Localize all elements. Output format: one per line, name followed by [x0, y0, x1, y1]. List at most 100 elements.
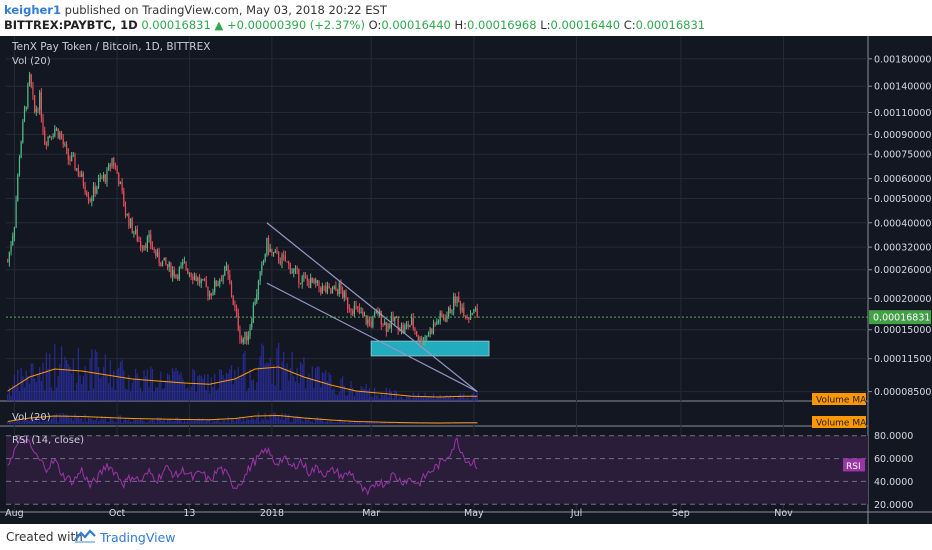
candle-body: [227, 265, 229, 275]
volume-pane-bar: [464, 422, 467, 424]
volume-pane-bar: [94, 420, 96, 424]
candle-body: [331, 289, 334, 294]
volume-bar: [140, 387, 142, 401]
candle-body: [328, 285, 330, 288]
rsi-band: [6, 435, 868, 505]
volume-pane-bar: [55, 413, 58, 424]
volume-bar: [113, 370, 115, 401]
volume-bar: [121, 359, 123, 401]
author-link[interactable]: keigher1: [4, 3, 61, 17]
volume-pane-bar: [379, 423, 381, 424]
candle-body: [84, 185, 86, 193]
volume-pane-bar: [143, 420, 145, 424]
volume-bar: [373, 387, 376, 401]
volume-bar: [192, 368, 194, 401]
axes-layer: 0.00180000 0.00140000 0.00110000 0.00090000…: [5, 54, 931, 519]
volume-pane-bar: [185, 421, 187, 424]
volume-bar: [323, 373, 325, 401]
volume-bar: [427, 397, 430, 401]
up-arrow-icon: ▲: [214, 18, 224, 32]
volume-bar: [444, 395, 446, 401]
volume-bar: [434, 398, 436, 401]
volume-bar: [316, 366, 318, 401]
candle-body: [269, 248, 271, 252]
volume-bar: [252, 379, 254, 401]
volume-pane-bar: [397, 422, 399, 424]
candle-body: [133, 232, 135, 234]
volume-bar: [321, 372, 323, 401]
volume-bar: [456, 398, 458, 401]
candle-body: [116, 167, 118, 174]
volume-pane-bar: [113, 420, 115, 424]
volume-pane-bar: [99, 419, 101, 424]
volume-bar: [198, 375, 201, 401]
candle-body: [172, 270, 174, 277]
candle-body: [427, 334, 430, 337]
volume-bar: [109, 360, 111, 401]
price-chart[interactable]: 0.00180000 0.00140000 0.00110000 0.00090000…: [0, 36, 932, 524]
volume-bar: [368, 388, 371, 401]
volume-bar: [77, 347, 79, 401]
volume-pane-bar: [434, 423, 436, 424]
volume-bar: [352, 387, 354, 401]
candle-body: [168, 262, 170, 268]
candle-body: [336, 289, 339, 295]
volume-pane-bar: [432, 422, 435, 424]
candle-body: [124, 206, 127, 216]
volume-bar: [446, 394, 448, 401]
rsi-tick-label: 20.0000: [874, 500, 913, 511]
volume-bar: [87, 390, 90, 401]
volume-pane-bar: [106, 421, 108, 424]
candle-body: [252, 304, 254, 322]
volume-pane-bar: [330, 420, 332, 424]
volume-bar: [291, 351, 293, 401]
candle-body: [439, 313, 441, 322]
volume-pane-bar: [229, 422, 231, 424]
volume-pane-bar: [155, 422, 157, 424]
volume-bar: [249, 369, 251, 401]
candle-body: [421, 338, 423, 345]
volume-pane-bar: [42, 414, 44, 424]
candle-body: [108, 164, 110, 170]
volume-bar: [341, 376, 344, 401]
volume-bar: [410, 399, 413, 401]
tradingview-link[interactable]: TradingView: [100, 530, 176, 545]
candle-body: [392, 315, 394, 321]
candle-body: [451, 309, 453, 314]
volume-bar: [131, 382, 133, 401]
volume-pane-bar: [215, 420, 217, 424]
volume-bar: [247, 388, 249, 401]
candle-body: [399, 329, 401, 331]
published-text: published on TradingView.com, May 03, 20…: [64, 3, 387, 17]
volume-bar: [170, 379, 172, 401]
volume-bar: [353, 396, 355, 401]
volume-bar: [468, 397, 470, 401]
candle-body: [311, 277, 313, 283]
candle-body: [12, 236, 14, 246]
volume-pane-bar: [377, 423, 379, 424]
volume-bar: [375, 395, 377, 401]
volume-bar: [296, 368, 298, 401]
candle-body: [67, 148, 69, 160]
volume-bar: [239, 377, 241, 401]
candle-body: [325, 286, 327, 293]
candle-body: [330, 287, 332, 294]
volume-pane-bar: [160, 417, 162, 424]
candle-body: [209, 293, 211, 296]
candle-body: [390, 315, 393, 328]
candle-body: [217, 283, 219, 287]
volume-bar: [20, 367, 22, 401]
candle-body: [64, 144, 66, 146]
chart-grid: [0, 36, 932, 524]
volume-pane-bar: [182, 422, 184, 424]
candle-body: [177, 275, 179, 280]
volume-pane-bar: [461, 423, 463, 424]
publish-header: keigher1 published on TradingView.com, M…: [0, 0, 932, 36]
volume-bar: [387, 396, 389, 401]
candle-body: [357, 306, 359, 308]
candle-body: [72, 155, 74, 157]
candle-body: [316, 280, 318, 284]
volume-pane-bar: [232, 418, 234, 424]
candle-body: [69, 159, 71, 162]
volume-bar: [417, 392, 419, 401]
